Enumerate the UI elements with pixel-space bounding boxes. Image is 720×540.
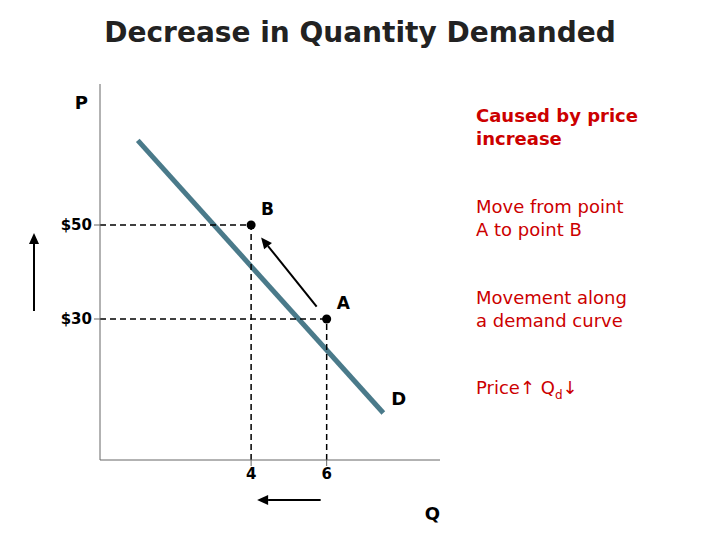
html-text:Decrease in Quantity Demanded: Decrease in Quantity Demanded xyxy=(104,15,616,49)
svg-text:P: P xyxy=(75,92,88,113)
svg-text:B: B xyxy=(261,199,274,219)
svg-text:Q: Q xyxy=(425,503,440,524)
svg-text:A: A xyxy=(337,293,351,313)
html-text:Price↑ Qd↓: Price↑ Qd↓ xyxy=(476,377,578,402)
svg-text:D: D xyxy=(391,388,406,409)
html-text:Move from point A to point B: Move from point A to point B xyxy=(476,195,624,241)
svg-text:$50: $50 xyxy=(61,216,92,234)
svg-text:6: 6 xyxy=(321,465,331,483)
svg-text:4: 4 xyxy=(246,465,256,483)
html-text:Caused by price increase: Caused by price increase xyxy=(476,105,638,150)
svg-text:$30: $30 xyxy=(61,310,92,328)
html-text:Movement along a demand curve: Movement along a demand curve xyxy=(476,286,627,331)
